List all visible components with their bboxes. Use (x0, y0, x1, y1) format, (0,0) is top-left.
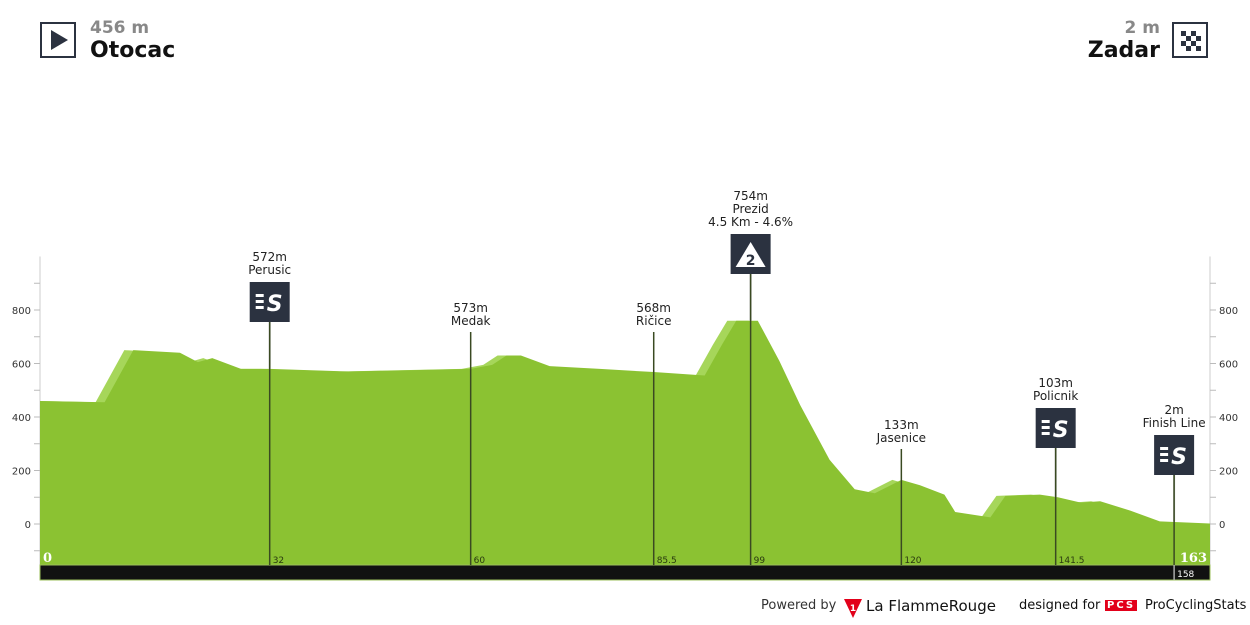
finish-info: 2 m Zadar (1088, 18, 1160, 64)
start-flag-icon (40, 22, 76, 58)
sprint-line (1041, 426, 1050, 429)
y-tick-label-right: 800 (1219, 306, 1238, 317)
designed-for: designed for (1019, 598, 1101, 613)
elevation-profile (40, 320, 1210, 565)
checker-square (1181, 31, 1186, 36)
kom-category: 2 (746, 253, 756, 269)
km-label: 158 (1177, 570, 1194, 580)
km-label: 141.5 (1059, 556, 1085, 566)
sprint-letter: S (1171, 445, 1187, 470)
checker-square (1196, 46, 1201, 51)
sprint-letter: S (267, 292, 283, 317)
marker-label: 573m (453, 301, 488, 315)
checker-square (1191, 31, 1196, 36)
start-city: Otocac (90, 38, 176, 63)
checker-square (1196, 36, 1201, 41)
km-label: 32 (273, 556, 284, 566)
checker-square (1191, 41, 1196, 46)
km-label: 120 (904, 556, 921, 566)
y-tick-label-right: 0 (1219, 520, 1225, 531)
pcs-name: ProCyclingStats (1145, 598, 1247, 613)
sprint-line (1160, 453, 1169, 456)
sprint-line (1041, 420, 1050, 423)
finish-altitude: 2 m (1124, 18, 1160, 38)
sprint-line (255, 294, 264, 297)
distance-bar (39, 564, 1211, 581)
marker-label: 754m (733, 189, 768, 203)
marker-label: Ričice (636, 314, 672, 328)
y-tick-label-left: 600 (12, 360, 31, 371)
sprint-line (1160, 459, 1169, 462)
x-start-label: 0 (43, 551, 52, 566)
finish-city: Zadar (1087, 38, 1160, 63)
x-end-label: 163 (1180, 551, 1207, 566)
checker-square (1181, 41, 1186, 46)
pcs-logo: PCS (1105, 600, 1138, 611)
marker-label: 572m (252, 250, 287, 264)
sprint-line (1160, 447, 1169, 450)
kom-triangle-icon (735, 242, 766, 267)
y-tick-label-left: 0 (25, 520, 31, 531)
sprint-line (1041, 432, 1050, 435)
flammerouge-logo-icon: 1 (844, 599, 862, 618)
km-label: 60 (474, 556, 486, 566)
y-tick-label-left: 400 (12, 413, 31, 424)
checker-square (1186, 36, 1191, 41)
y-tick-label-right: 600 (1219, 360, 1238, 371)
start-altitude: 456 m (90, 18, 150, 38)
sprint-line (255, 300, 264, 303)
checker-square (1186, 46, 1191, 51)
marker-label: 2m (1164, 403, 1183, 417)
svg-text:1: 1 (850, 604, 856, 614)
marker-label: Perusic (248, 263, 291, 277)
marker-label: 568m (636, 301, 671, 315)
marker-label: Finish Line (1143, 416, 1206, 430)
km-label: 99 (754, 556, 766, 566)
marker-label: 133m (884, 418, 919, 432)
flammerouge-brand: La FlammeRouge (866, 597, 996, 615)
pcs-logo-text: PCS (1105, 600, 1138, 611)
marker-label: Jasenice (876, 431, 926, 445)
marker-label: 4.5 Km - 4.6% (708, 215, 793, 229)
y-tick-label-right: 200 (1219, 467, 1238, 478)
start-info: 456 m Otocac (90, 18, 175, 64)
marker-label: 103m (1038, 376, 1073, 390)
marker-label: Prezid (732, 202, 768, 216)
powered-by: Powered by (761, 598, 837, 613)
marker-label: Policnik (1033, 389, 1078, 403)
sprint-line (255, 306, 264, 309)
finish-flag-icon (1172, 22, 1208, 58)
marker-label: Medak (451, 314, 491, 328)
y-tick-label-right: 400 (1219, 413, 1238, 424)
km-label: 85.5 (657, 556, 677, 566)
sprint-letter: S (1053, 418, 1069, 443)
y-tick-label-left: 200 (12, 467, 31, 478)
y-tick-label-left: 800 (12, 306, 31, 317)
